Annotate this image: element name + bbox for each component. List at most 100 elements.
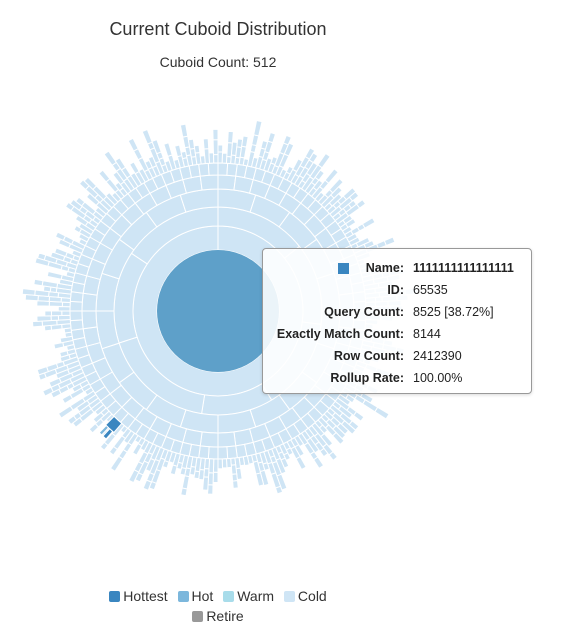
sunburst-leaf-segment[interactable] [283, 142, 295, 157]
sunburst-leaf-segment[interactable] [53, 341, 65, 350]
sunburst-leaf-segment[interactable] [108, 445, 119, 456]
sunburst-root-node[interactable] [157, 250, 279, 372]
sunburst-leaf-segment[interactable] [99, 441, 109, 451]
sunburst-leaf-segment[interactable] [232, 480, 239, 489]
sunburst-leaf-segment[interactable] [328, 451, 339, 462]
sunburst-leaf-segment[interactable] [255, 472, 265, 487]
sunburst-leaf-segment[interactable] [50, 315, 60, 322]
sunburst-leaf-segment[interactable] [241, 135, 249, 148]
sunburst-leaf-segment[interactable] [317, 152, 331, 169]
sunburst-leaf-segment[interactable] [46, 270, 63, 280]
sunburst-leaf-segment[interactable] [253, 119, 263, 137]
sunburst-leaf-segment[interactable] [54, 247, 68, 258]
sunburst-leaf-segment[interactable] [127, 137, 139, 152]
sunburst-leaf-segment[interactable] [36, 315, 52, 322]
sunburst-leaf-segment[interactable] [151, 138, 162, 155]
sunburst-hot-segment[interactable] [98, 424, 110, 436]
sunburst-leaf-segment[interactable] [374, 406, 390, 420]
sunburst-leaf-segment[interactable] [44, 310, 53, 317]
sunburst-leaf-segment[interactable] [88, 422, 100, 434]
sunburst-leaf-segment[interactable] [181, 475, 190, 490]
sunburst-leaf-segment[interactable] [312, 456, 325, 470]
sunburst-level-4-segment[interactable] [199, 431, 219, 448]
sunburst-leaf-segment[interactable] [213, 154, 219, 164]
sunburst-leaf-segment[interactable] [57, 405, 74, 419]
sunburst-leaf-segment[interactable] [319, 447, 329, 458]
sunburst-leaf-segment[interactable] [193, 144, 201, 154]
sunburst-leaf-segment[interactable] [179, 123, 189, 138]
sunburst-leaf-segment[interactable] [83, 176, 98, 191]
sunburst-level-5-segment[interactable] [217, 162, 229, 176]
legend-item-hottest[interactable]: Hottest [109, 586, 168, 606]
tooltip-label: Row Count: [333, 349, 404, 363]
sunburst-leaf-segment[interactable] [103, 150, 118, 167]
sunburst-level-4-segment[interactable] [217, 174, 237, 191]
sunburst-level-5-segment[interactable] [226, 445, 238, 460]
sunburst-level-5-segment[interactable] [198, 162, 210, 177]
sunburst-leaf-segment[interactable] [174, 144, 183, 158]
sunburst-leaf-segment[interactable] [251, 134, 260, 147]
sunburst-leaf-segment[interactable] [59, 350, 69, 358]
sunburst-level-4-segment[interactable] [81, 310, 98, 330]
sunburst-leaf-segment[interactable] [33, 278, 44, 287]
sunburst-leaf-segment[interactable] [163, 142, 173, 158]
sunburst-leaf-segment[interactable] [361, 217, 376, 229]
sunburst-leaf-segment[interactable] [142, 479, 153, 491]
sunburst-leaf-segment[interactable] [217, 144, 224, 153]
sunburst-level-5-segment[interactable] [207, 162, 219, 176]
tooltip-value: 65535 [413, 283, 448, 297]
sunburst-leaf-segment[interactable] [128, 161, 140, 175]
legend-item-retire[interactable]: Retire [192, 606, 244, 626]
sunburst-leaf-segment[interactable] [383, 236, 396, 247]
sunburst-leaf-segment[interactable] [75, 196, 86, 207]
sunburst-leaf-segment[interactable] [98, 169, 111, 183]
sunburst-leaf-segment[interactable] [324, 168, 339, 184]
sunburst-leaf-segment[interactable] [31, 320, 44, 328]
sunburst-level-5-segment[interactable] [69, 310, 83, 322]
sunburst-level-5-segment[interactable] [217, 446, 229, 460]
sunburst-leaf-segment[interactable] [267, 131, 277, 144]
sunburst-leaf-segment[interactable] [141, 128, 153, 145]
sunburst-leaf-segment[interactable] [61, 393, 74, 405]
sunburst-leaf-segment[interactable] [180, 487, 188, 497]
sunburst-leaf-segment[interactable] [54, 231, 67, 242]
sunburst-level-5-segment[interactable] [69, 300, 83, 312]
sunburst-leaf-segment[interactable] [274, 485, 284, 495]
sunburst-leaf-segment[interactable] [331, 431, 345, 446]
sunburst-leaf-segment[interactable] [295, 455, 307, 471]
sunburst-leaf-segment[interactable] [352, 410, 365, 422]
sunburst-leaf-segment[interactable] [239, 145, 247, 159]
sunburst-level-5-segment[interactable] [207, 446, 219, 460]
sunburst-leaf-segment[interactable] [67, 415, 78, 426]
legend-item-warm[interactable]: Warm [223, 586, 274, 606]
sunburst-leaf-segment[interactable] [36, 366, 49, 376]
sunburst-leaf-segment[interactable] [231, 473, 239, 482]
legend-item-cold[interactable]: Cold [283, 586, 327, 606]
sunburst-hottest-segment[interactable] [102, 428, 114, 440]
sunburst-leaf-segment[interactable] [128, 469, 140, 484]
tooltip-row-name: Name: 1111111111111111 [263, 257, 533, 279]
sunburst-leaf-segment[interactable] [230, 464, 238, 475]
legend-item-hot[interactable]: Hot [177, 586, 213, 606]
sunburst-level-4-segment[interactable] [217, 431, 237, 448]
sunburst-leaf-segment[interactable] [36, 252, 47, 261]
sunburst-leaf-segment[interactable] [212, 128, 219, 141]
sunburst-leaf-segment[interactable] [355, 198, 367, 209]
sunburst-leaf-segment[interactable] [169, 464, 178, 476]
sunburst-leaf-segment[interactable] [187, 138, 196, 150]
sunburst-leaf-segment[interactable] [212, 139, 219, 156]
sunburst-level-4-segment[interactable] [81, 292, 98, 312]
sunburst-leaf-segment[interactable] [227, 130, 234, 144]
sunburst-leaf-segment[interactable] [131, 442, 143, 456]
sunburst-level-5-segment[interactable] [69, 319, 84, 331]
sunburst-level-4-segment[interactable] [199, 174, 219, 191]
sunburst-leaf-segment[interactable] [50, 310, 63, 317]
sunburst-leaf-segment[interactable] [217, 458, 224, 470]
sunburst-leaf-segment[interactable] [109, 455, 124, 472]
sunburst-leaf-segment[interactable] [61, 310, 71, 316]
sunburst-leaf-segment[interactable] [114, 157, 127, 171]
sunburst-leaf-segment[interactable] [202, 138, 210, 150]
sunburst-leaf-segment[interactable] [21, 288, 36, 296]
tooltip-label: ID: [387, 283, 404, 297]
